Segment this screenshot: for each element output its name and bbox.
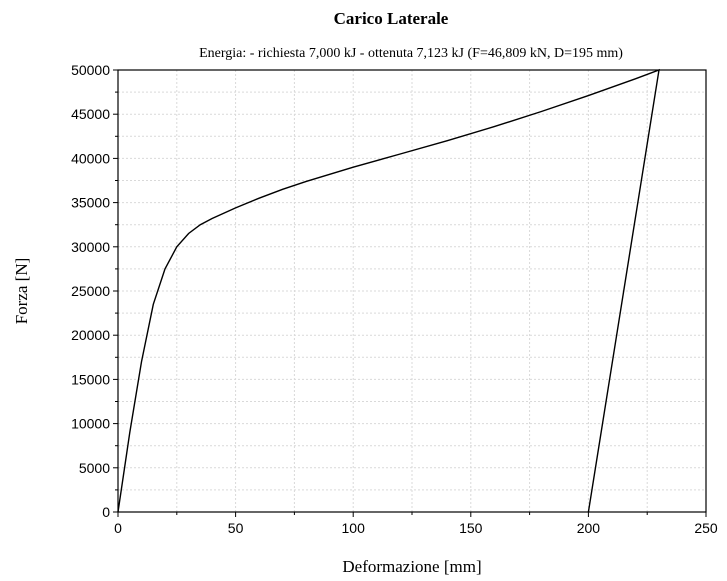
y-tick-label: 0 [102,504,110,520]
y-tick-label: 10000 [71,416,110,432]
y-tick-label: 25000 [71,283,110,299]
y-axis-label: Forza [N] [12,258,31,325]
x-tick-label: 200 [577,520,601,536]
y-tick-label: 15000 [71,371,110,387]
x-tick-label: 50 [228,520,244,536]
y-tick-label: 50000 [71,62,110,78]
series-line [117,68,660,513]
grid [118,70,706,512]
x-tick-label: 100 [342,520,366,536]
chart-subtitle: Energia: - richiesta 7,000 kJ - ottenuta… [199,46,623,61]
x-tick-label: 0 [114,520,122,536]
series-layer [117,68,660,513]
y-tick-label: 5000 [79,460,110,476]
chart-title: Carico Laterale [334,9,449,28]
y-tick-label: 35000 [71,195,110,211]
axis-ticks: 0 50 100 150 200 250 0 5000 10000 15000 20000 25000… [71,62,718,536]
y-tick-label: 40000 [71,150,110,166]
y-tick-label: 30000 [71,239,110,255]
x-axis-label: Deformazione [mm] [342,557,481,576]
y-tick-label: 45000 [71,106,110,122]
y-tick-label: 20000 [71,327,110,343]
x-tick-label: 250 [694,520,718,536]
x-tick-label: 150 [459,520,483,536]
